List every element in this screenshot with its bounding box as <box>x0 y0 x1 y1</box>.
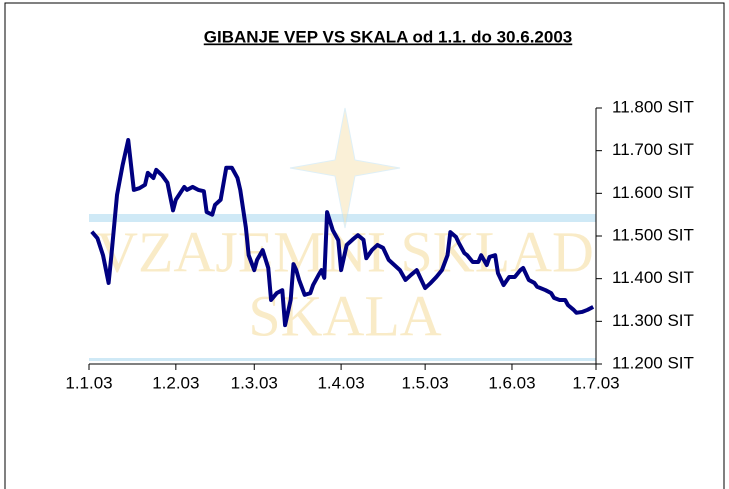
y-tick-label: 11.700 SIT <box>612 140 694 159</box>
watermark-text: SKALA <box>248 283 441 348</box>
chart-title: GIBANJE VEP VS SKALA od 1.1. do 30.6.200… <box>204 27 572 46</box>
x-tick-label: 1.2.03 <box>152 373 199 392</box>
y-tick-label: 11.400 SIT <box>612 268 694 287</box>
y-tick-label: 11.200 SIT <box>612 353 694 372</box>
y-tick-label: 11.800 SIT <box>612 97 694 116</box>
x-tick-label: 1.6.03 <box>488 373 535 392</box>
x-tick-label: 1.4.03 <box>317 373 364 392</box>
watermark-band <box>89 358 596 361</box>
x-tick-label: 1.3.03 <box>231 373 278 392</box>
watermark-star <box>289 107 401 229</box>
watermark-band <box>89 214 596 222</box>
y-tick-label: 11.300 SIT <box>612 311 694 330</box>
y-tick-label: 11.600 SIT <box>612 183 694 202</box>
series-line <box>90 138 595 328</box>
x-tick-label: 1.1.03 <box>65 373 112 392</box>
y-tick-label: 11.500 SIT <box>612 225 694 244</box>
x-tick-label: 1.5.03 <box>401 373 448 392</box>
x-tick-label: 1.7.03 <box>572 373 619 392</box>
